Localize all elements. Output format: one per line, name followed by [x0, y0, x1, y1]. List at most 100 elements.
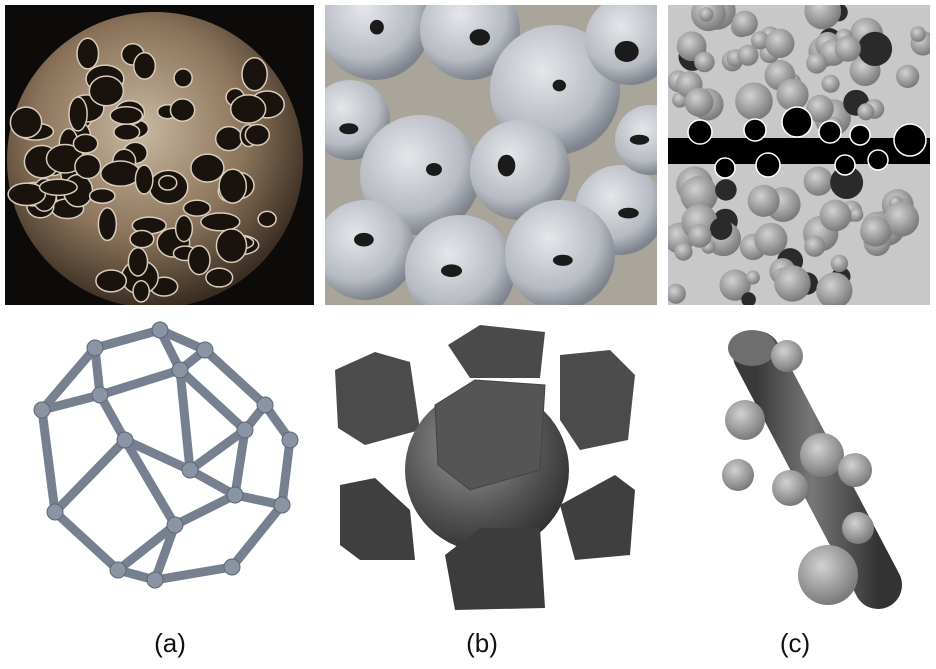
pore	[72, 133, 99, 154]
particle	[694, 51, 715, 73]
particle	[754, 222, 788, 256]
particle	[860, 216, 891, 247]
pore	[174, 214, 194, 243]
panel-label: (a)	[154, 628, 186, 658]
sphere	[798, 545, 858, 605]
panel-label: (c)	[780, 628, 810, 658]
node	[146, 571, 164, 589]
pore	[354, 232, 374, 247]
sphere	[800, 433, 844, 477]
node	[171, 361, 189, 379]
particle	[896, 64, 920, 88]
sphere	[470, 120, 570, 220]
particle	[806, 52, 828, 74]
particle	[750, 31, 770, 50]
particle	[715, 179, 737, 201]
particle	[680, 175, 718, 214]
pore	[440, 264, 463, 278]
sphere	[405, 215, 515, 305]
sphere	[505, 200, 615, 305]
wireframe	[37, 325, 295, 585]
pore	[229, 94, 267, 124]
void	[893, 123, 927, 157]
void	[755, 152, 781, 178]
void	[818, 120, 842, 144]
pore	[127, 247, 149, 277]
node	[91, 386, 109, 404]
sphere	[420, 5, 520, 80]
particle	[698, 7, 714, 22]
pore	[158, 174, 178, 191]
particle	[674, 242, 693, 261]
node	[196, 341, 214, 359]
void	[743, 118, 767, 142]
node	[166, 516, 184, 534]
pore	[88, 187, 116, 204]
pore	[88, 75, 125, 107]
pore	[68, 96, 88, 132]
cube	[434, 379, 546, 491]
foam-photo	[7, 12, 303, 305]
cube	[448, 325, 545, 378]
pore	[109, 106, 144, 125]
node	[236, 421, 254, 439]
pore	[113, 123, 141, 141]
particle	[884, 201, 920, 237]
particle	[747, 184, 780, 217]
pore	[7, 182, 47, 207]
pore	[369, 19, 384, 35]
void	[834, 154, 856, 176]
particle	[806, 94, 834, 123]
particle	[849, 207, 864, 222]
particle	[857, 31, 893, 67]
pore	[74, 153, 102, 180]
sphere	[771, 340, 803, 372]
particle	[821, 74, 840, 93]
node	[33, 401, 51, 419]
pore	[173, 68, 193, 88]
node	[181, 461, 199, 479]
particle	[687, 224, 712, 248]
pore	[425, 162, 442, 176]
wire-nodes	[33, 321, 299, 589]
particle	[737, 44, 759, 66]
particle	[735, 82, 773, 121]
pore	[205, 267, 234, 288]
pore	[129, 229, 155, 249]
cube	[560, 475, 635, 560]
sphere	[360, 115, 480, 235]
particle	[803, 166, 833, 196]
void	[687, 119, 713, 145]
sphere	[325, 5, 430, 80]
pore	[95, 269, 128, 293]
pore	[200, 212, 241, 232]
particle	[776, 78, 809, 111]
particle	[745, 270, 760, 285]
particle	[834, 35, 861, 62]
sphere	[842, 512, 874, 544]
pore	[133, 51, 157, 80]
pore	[187, 245, 211, 276]
pore	[215, 228, 248, 264]
node	[281, 431, 299, 449]
sphere	[725, 400, 765, 440]
node	[86, 339, 104, 357]
pore	[552, 79, 566, 92]
particle	[804, 5, 842, 30]
void	[849, 124, 871, 146]
particle	[731, 10, 758, 37]
cube	[335, 352, 420, 445]
pore	[241, 57, 268, 92]
particle	[719, 269, 751, 301]
particle	[857, 103, 875, 121]
pore	[218, 168, 248, 204]
pore	[214, 125, 243, 152]
pore	[257, 210, 277, 228]
particle	[710, 217, 733, 240]
cube	[560, 350, 635, 450]
pore	[97, 207, 118, 242]
node	[46, 503, 64, 521]
sphere	[325, 200, 415, 300]
pore	[618, 207, 639, 219]
rod-render	[722, 330, 902, 609]
